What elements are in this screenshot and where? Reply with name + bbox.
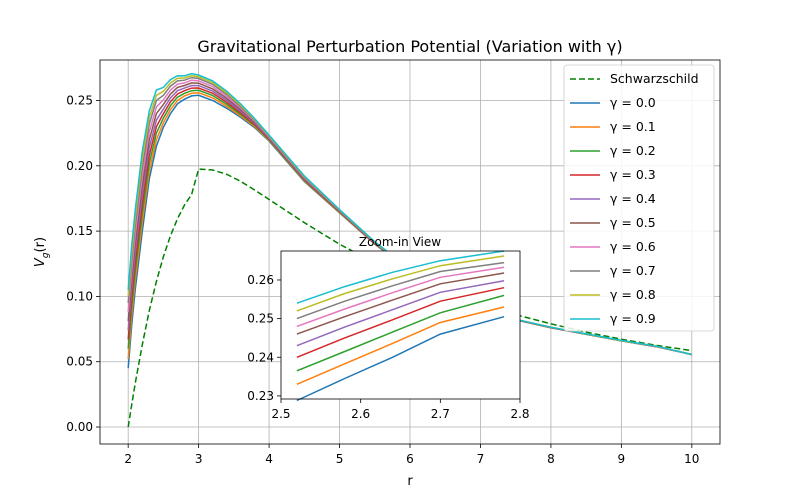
- inset-series-line-0-7: [296, 261, 505, 320]
- legend-label-schwarzschild: Schwarzschild: [610, 71, 699, 86]
- inset-series-line-0-1: [296, 306, 505, 385]
- y-tick-label: 0.15: [66, 224, 93, 238]
- inset-series-line-0-8: [296, 255, 505, 312]
- legend-label-0-9: γ = 0.9: [610, 311, 656, 326]
- inset-y-tick-label: 0.23: [247, 389, 274, 403]
- y-tick-label: 0.05: [66, 355, 93, 369]
- main-ticks: 2 3 4 5 6 7 8 9 10 0.00 0.05 0.10 0.15 0.20 0.25: [66, 93, 699, 466]
- main-series-group: [127, 72, 692, 428]
- inset-axes-frame: [280, 250, 521, 400]
- legend-label-0-0: γ = 0.0: [610, 95, 656, 110]
- inset-y-tick-label: 0.25: [247, 312, 274, 326]
- inset-series-line-0-2: [296, 294, 505, 372]
- x-tick-label: 8: [547, 452, 555, 466]
- y-axis-label: Vg(r): [33, 237, 51, 267]
- legend-label-0-8: γ = 0.8: [610, 287, 656, 302]
- inset-x-tick-label: 2.8: [510, 407, 529, 421]
- y-axis-label-arg: (r): [33, 237, 48, 253]
- legend-label-0-5: γ = 0.5: [610, 215, 656, 230]
- legend-label-0-4: γ = 0.4: [610, 191, 656, 206]
- inset-background: [281, 251, 520, 399]
- series-line-schwarzschild: [127, 168, 692, 428]
- inset-series-line-0-9: [296, 250, 505, 304]
- chart-title: Gravitational Perturbation Potential (Va…: [197, 37, 622, 56]
- y-tick-label: 0.00: [66, 420, 93, 434]
- y-axis-label-base: V: [33, 257, 48, 267]
- x-tick-label: 10: [684, 452, 699, 466]
- legend: Schwarzschild γ = 0.0 γ = 0.1 γ = 0.2 γ = 0.…: [563, 64, 715, 332]
- x-tick-label: 7: [477, 452, 485, 466]
- x-tick-label: 3: [195, 452, 203, 466]
- y-axis-label-sub: g: [41, 252, 51, 258]
- x-tick-label: 9: [618, 452, 626, 466]
- inset-y-tick-label: 0.26: [247, 273, 274, 287]
- legend-label-0-2: γ = 0.2: [610, 143, 656, 158]
- zoom-inset: 2.5 2.6 2.7 2.8 0.23 0.24 0.25 0.26 Zoom-in Vie…: [247, 235, 529, 421]
- inset-title: Zoom-in View: [359, 235, 441, 249]
- y-tick-label: 0.10: [66, 289, 93, 303]
- series-line-0-9: [127, 72, 692, 356]
- legend-label-0-7: γ = 0.7: [610, 263, 656, 278]
- legend-label-0-1: γ = 0.1: [610, 119, 656, 134]
- x-tick-label: 6: [406, 452, 414, 466]
- inset-series-line-0-3: [296, 286, 505, 358]
- inset-series-line-0-6: [296, 266, 505, 328]
- inset-x-tick-label: 2.5: [271, 407, 290, 421]
- legend-label-0-6: γ = 0.6: [610, 239, 656, 254]
- legend-box: [563, 64, 715, 332]
- inset-series-line-0-5: [296, 272, 505, 335]
- y-tick-label: 0.25: [66, 93, 93, 107]
- inset-y-tick-label: 0.24: [247, 350, 274, 364]
- x-tick-label: 5: [336, 452, 344, 466]
- legend-items: Schwarzschild γ = 0.0 γ = 0.1 γ = 0.2 γ = 0.…: [570, 71, 699, 326]
- legend-label-0-3: γ = 0.3: [610, 167, 656, 182]
- inset-ticks: 2.5 2.6 2.7 2.8 0.23 0.24 0.25 0.26: [247, 273, 529, 421]
- inset-x-tick-label: 2.6: [351, 407, 370, 421]
- inset-series-group: [296, 250, 505, 402]
- inset-series-line-0-0: [296, 315, 505, 402]
- x-tick-label: 2: [124, 452, 132, 466]
- x-tick-label: 4: [265, 452, 273, 466]
- inset-x-tick-label: 2.7: [431, 407, 450, 421]
- inset-series-line-0-4: [296, 280, 505, 347]
- x-axis-label: r: [407, 474, 413, 489]
- y-tick-label: 0.20: [66, 159, 93, 173]
